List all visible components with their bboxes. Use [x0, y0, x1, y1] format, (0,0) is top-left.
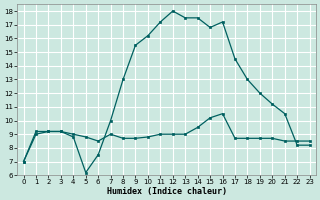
X-axis label: Humidex (Indice chaleur): Humidex (Indice chaleur) [107, 187, 227, 196]
